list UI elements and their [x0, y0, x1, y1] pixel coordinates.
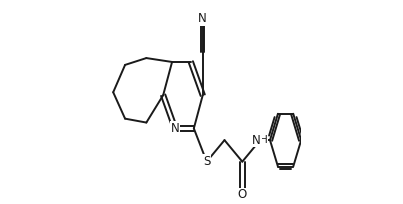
Text: N: N: [170, 122, 179, 135]
Text: N: N: [252, 134, 261, 147]
Text: N: N: [198, 12, 207, 26]
Text: H: H: [260, 135, 268, 145]
Text: S: S: [203, 155, 210, 168]
Text: O: O: [238, 188, 247, 201]
